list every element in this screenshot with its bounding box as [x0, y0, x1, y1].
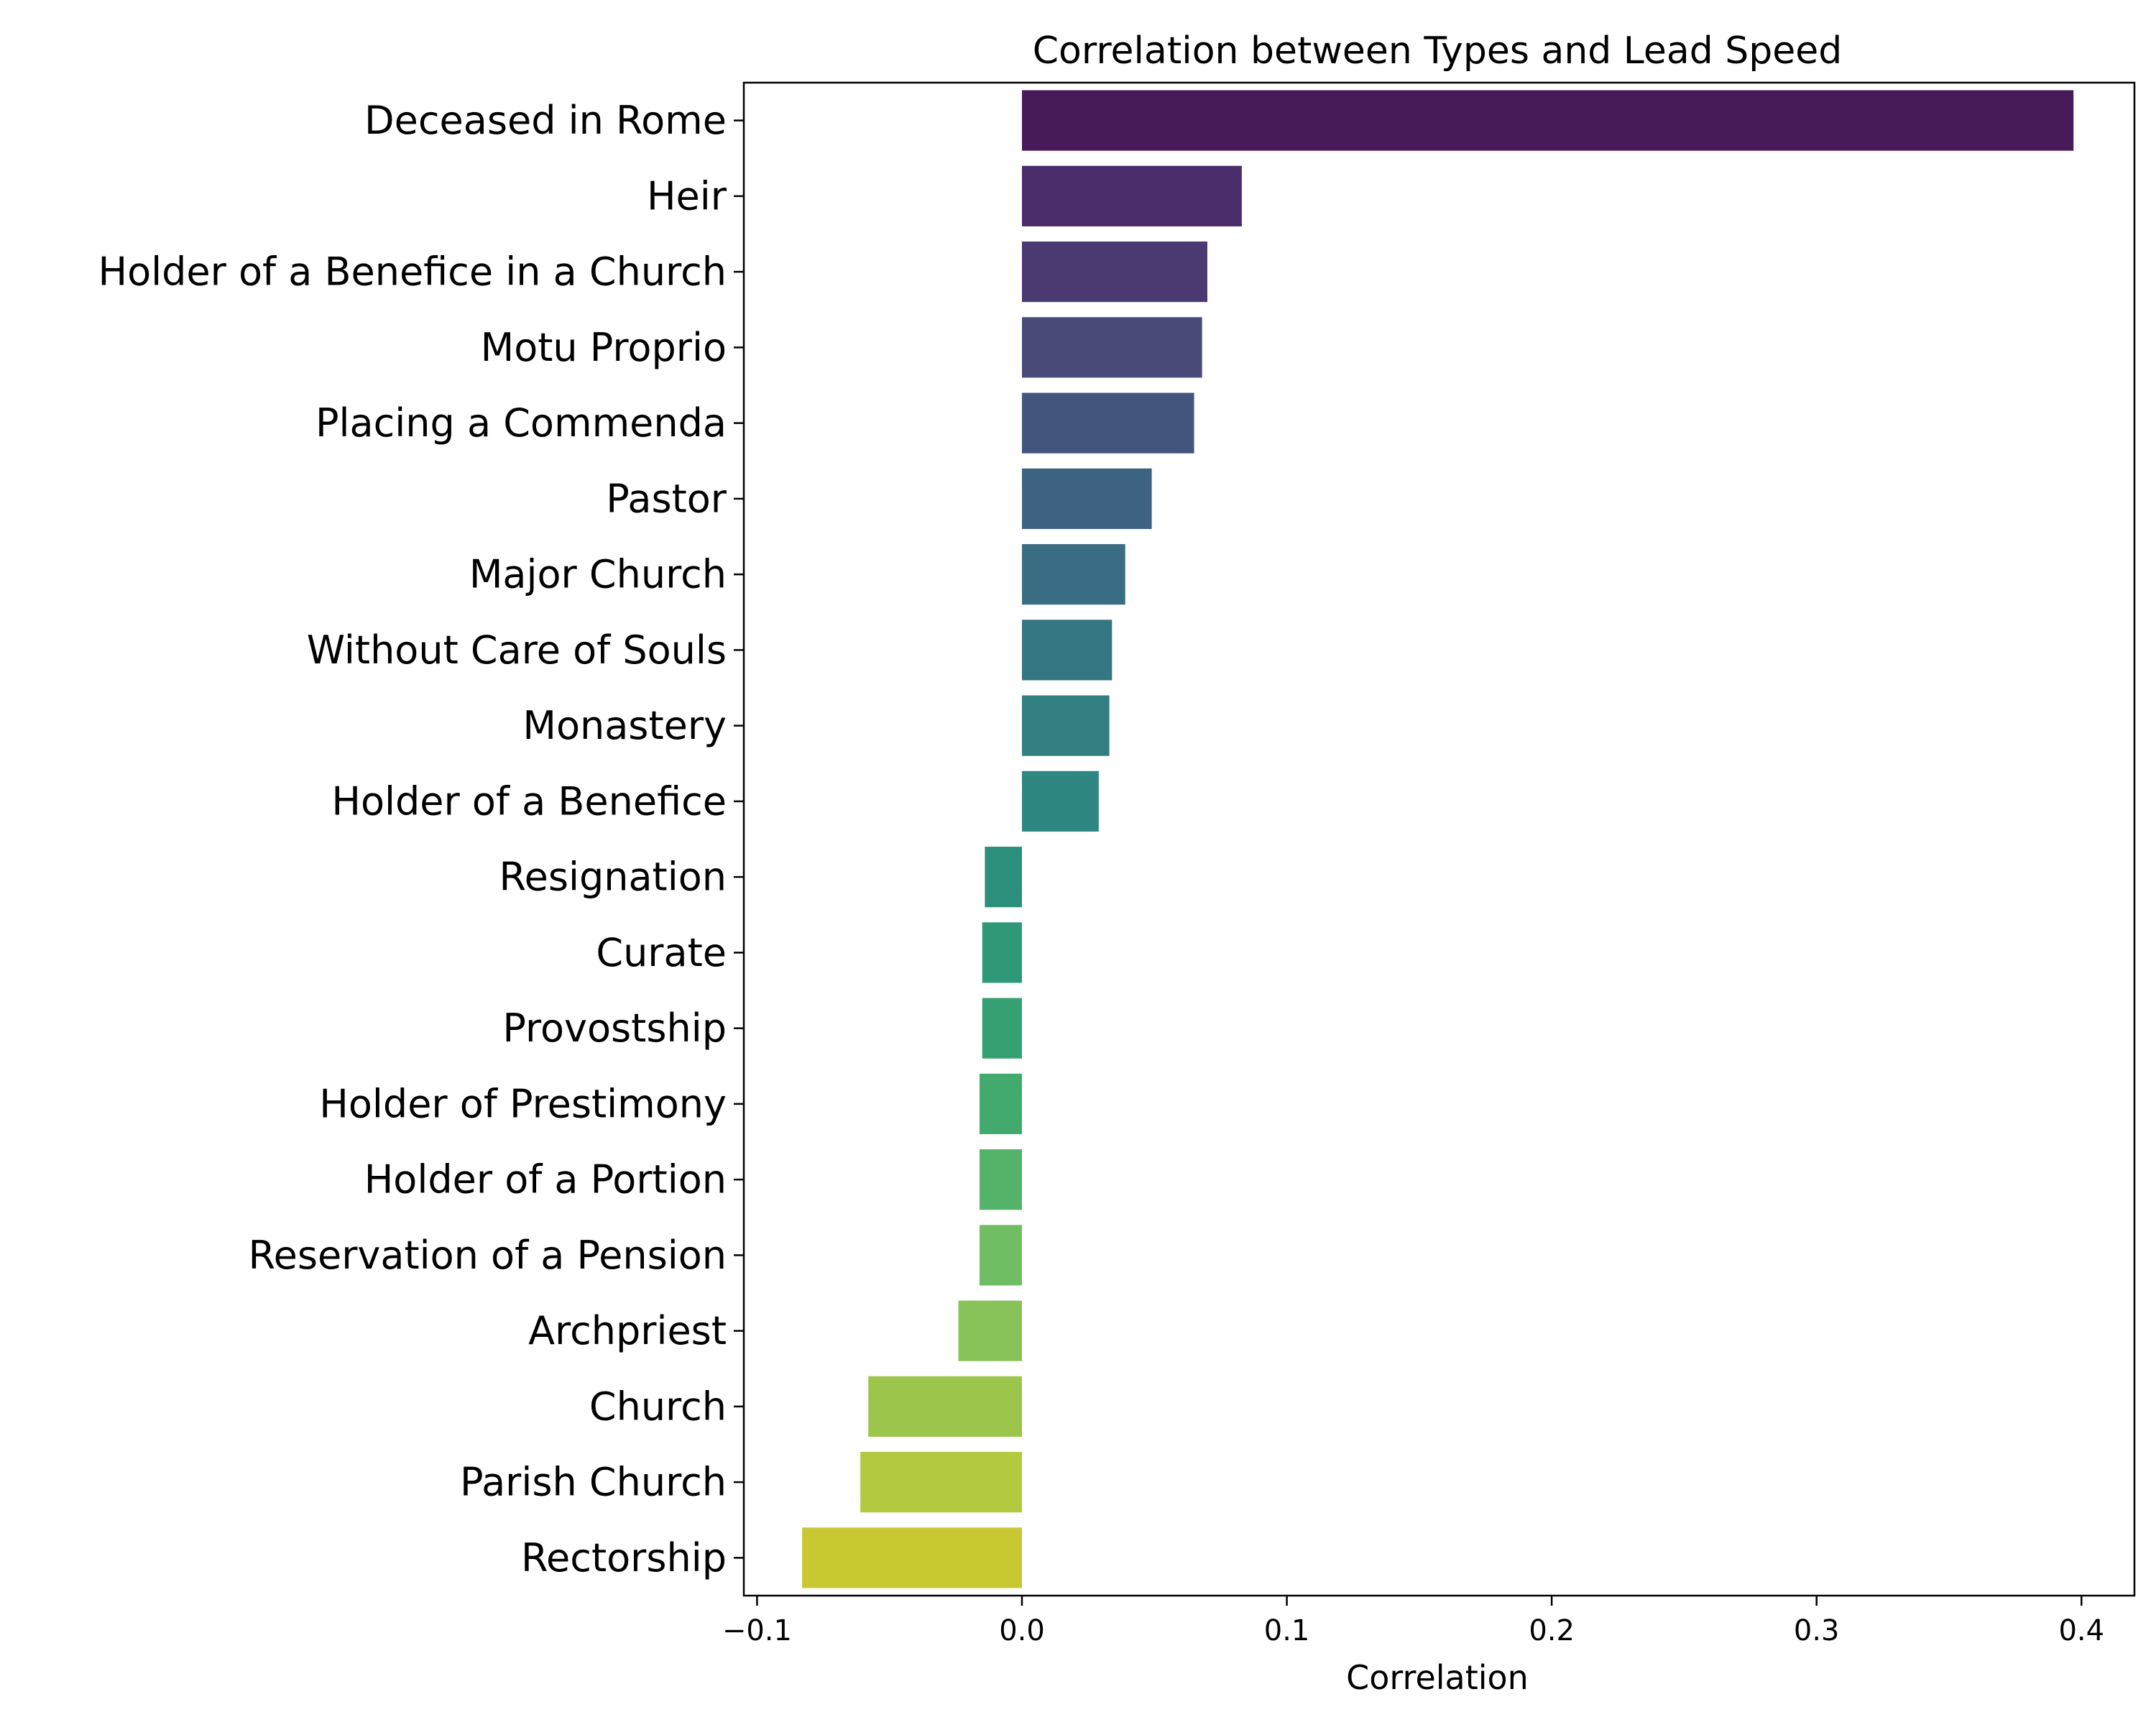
y-tick-label: Without Care of Souls	[307, 627, 727, 673]
y-tick-label: Provostship	[502, 1006, 727, 1051]
x-tick-label: 0.1	[1264, 1614, 1310, 1647]
y-tick-label: Rectorship	[521, 1535, 727, 1581]
y-tick-label: Monastery	[522, 703, 727, 748]
x-tick-label: 0.4	[2058, 1614, 2104, 1647]
y-tick-label: Major Church	[469, 552, 727, 597]
x-tick-label: 0.2	[1529, 1614, 1575, 1647]
y-tick-label: Placing a Commenda	[315, 400, 727, 446]
bar	[980, 1149, 1022, 1210]
bar	[860, 1452, 1022, 1513]
y-tick-label: Motu Proprio	[481, 325, 727, 370]
bar	[985, 847, 1022, 908]
x-axis-label: Correlation	[1346, 1658, 1529, 1697]
y-tick-label: Resignation	[499, 855, 727, 900]
bar	[1022, 468, 1152, 529]
x-tick-label: 0.0	[999, 1614, 1045, 1647]
y-tick-label: Heir	[647, 173, 727, 218]
x-axis-ticks: −0.1 0.0 0.1 0.2 0.3 0.4	[722, 1596, 2104, 1647]
bar	[1022, 165, 1242, 226]
bar	[1022, 544, 1125, 605]
y-tick-label: Holder of Prestimony	[319, 1081, 727, 1126]
y-tick-label: Deceased in Rome	[364, 98, 727, 143]
bar	[868, 1376, 1022, 1437]
y-axis-ticks: Deceased in Rome Heir Holder of a Benefice…	[98, 98, 744, 1581]
bar	[982, 922, 1022, 983]
y-tick-label: Parish Church	[460, 1460, 727, 1505]
bar	[1022, 620, 1112, 681]
chart-title: Correlation between Types and Lead Speed	[1033, 29, 1843, 73]
bar	[802, 1527, 1022, 1588]
y-tick-label: Holder of a Portion	[364, 1157, 727, 1202]
bar	[1022, 242, 1207, 303]
y-tick-label: Reservation of a Pension	[249, 1233, 727, 1278]
axes-frame	[742, 81, 2136, 1597]
bar	[1022, 90, 2074, 151]
x-tick-label: −0.1	[722, 1614, 792, 1647]
bar	[1022, 392, 1194, 454]
y-tick-label: Pastor	[606, 476, 727, 521]
y-tick-label: Archpriest	[528, 1308, 727, 1353]
x-tick-label: 0.3	[1794, 1614, 1840, 1647]
bar	[980, 1225, 1022, 1286]
bar	[958, 1300, 1022, 1361]
y-tick-label: Holder of a Benefice	[331, 778, 727, 824]
bars-group	[802, 90, 2074, 1588]
bar	[980, 1073, 1022, 1134]
y-tick-label: Church	[589, 1384, 727, 1429]
bar	[982, 998, 1022, 1059]
y-tick-label: Curate	[596, 930, 727, 975]
bar	[1022, 770, 1099, 832]
bar	[1022, 317, 1202, 378]
bar	[1022, 695, 1110, 756]
y-tick-label: Holder of a Benefice in a Church	[98, 249, 727, 295]
